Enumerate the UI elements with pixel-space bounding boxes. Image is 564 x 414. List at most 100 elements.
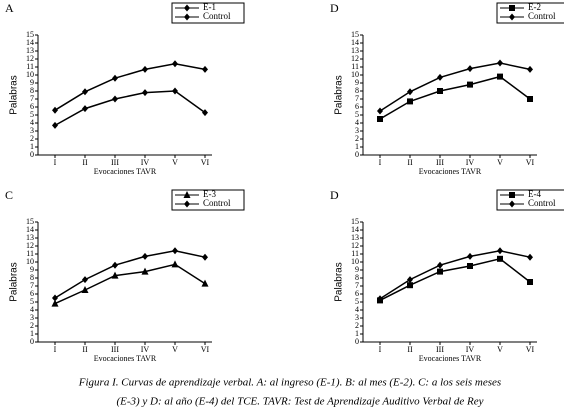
x-tick-label: I	[54, 158, 57, 167]
legend-label: Control	[528, 198, 556, 208]
marker	[112, 74, 118, 82]
x-tick-label: V	[497, 345, 503, 354]
x-tick-label: I	[379, 158, 382, 167]
marker	[112, 261, 118, 269]
y-axis-label: Palabras	[9, 75, 20, 114]
legend-label: Control	[203, 198, 231, 208]
y-tick-label: 1	[355, 142, 359, 151]
marker	[202, 65, 208, 73]
marker	[142, 65, 148, 73]
y-tick-label: 8	[355, 273, 359, 282]
marker	[172, 60, 178, 68]
y-tick-label: 4	[355, 118, 359, 127]
y-tick-label: 12	[351, 54, 359, 63]
marker	[437, 268, 443, 275]
y-tick-label: 3	[30, 313, 34, 322]
marker	[142, 252, 148, 260]
legend-label: E-1	[203, 2, 216, 12]
y-tick-label: 9	[355, 265, 359, 274]
marker	[407, 88, 413, 96]
y-tick-label: 12	[26, 241, 34, 250]
x-tick-label: VI	[201, 158, 210, 167]
y-tick-label: 1	[30, 329, 34, 338]
marker	[527, 65, 533, 73]
marker	[52, 121, 58, 129]
x-tick-label: VI	[526, 345, 535, 354]
marker	[202, 253, 208, 261]
x-tick-label: IV	[141, 158, 150, 167]
y-tick-label: 0	[355, 337, 359, 346]
x-tick-label: IV	[466, 345, 475, 354]
marker	[377, 116, 383, 122]
y-tick-label: 5	[355, 297, 359, 306]
marker	[509, 5, 515, 11]
marker	[467, 263, 473, 269]
x-axis-label: Evocaciones TAVR	[94, 167, 157, 176]
series-line	[379, 250, 531, 300]
marker	[141, 267, 149, 275]
panel-label: A	[5, 1, 14, 15]
marker	[52, 294, 58, 302]
marker	[201, 279, 209, 287]
marker	[497, 73, 503, 80]
y-tick-label: 5	[30, 110, 34, 119]
marker	[509, 200, 515, 208]
legend-label: Control	[203, 11, 231, 21]
x-axis-label: Evocaciones TAVR	[94, 354, 157, 363]
panel-label: D	[330, 188, 339, 202]
y-tick-label: 15	[351, 30, 359, 39]
y-tick-label: 1	[30, 142, 34, 151]
y-tick-label: 7	[30, 281, 34, 290]
y-tick-label: 6	[355, 102, 359, 111]
series-line	[379, 75, 531, 120]
marker	[527, 96, 533, 102]
x-tick-label: VI	[201, 345, 210, 354]
marker	[81, 286, 89, 293]
marker	[51, 299, 59, 307]
marker	[407, 98, 413, 105]
marker	[202, 109, 208, 117]
x-tick-label: II	[407, 158, 413, 167]
legend-label: E-4	[528, 189, 541, 199]
y-tick-label: 2	[30, 321, 34, 330]
marker	[111, 271, 119, 279]
marker	[184, 13, 190, 21]
series-line	[379, 62, 531, 112]
y-tick-label: 11	[26, 249, 34, 258]
y-tick-label: 1	[355, 329, 359, 338]
x-tick-label: IV	[141, 345, 150, 354]
series-line	[54, 63, 206, 111]
y-tick-label: 6	[355, 289, 359, 298]
y-tick-label: 8	[30, 86, 34, 95]
series-line	[379, 257, 531, 302]
marker	[172, 87, 178, 95]
y-tick-label: 14	[351, 38, 359, 47]
marker	[112, 95, 118, 103]
x-tick-label: III	[111, 158, 119, 167]
panel-label: C	[5, 188, 13, 202]
y-tick-label: 13	[351, 233, 359, 242]
marker	[183, 191, 191, 198]
y-tick-label: 8	[355, 86, 359, 95]
y-tick-label: 15	[26, 30, 34, 39]
marker	[467, 252, 473, 260]
marker	[509, 192, 515, 198]
y-axis-label: Palabras	[334, 262, 345, 301]
marker	[437, 73, 443, 81]
y-tick-label: 13	[351, 46, 359, 55]
marker	[467, 65, 473, 73]
x-tick-label: VI	[526, 158, 535, 167]
x-tick-label: I	[379, 345, 382, 354]
y-tick-label: 11	[351, 249, 359, 258]
y-tick-label: 3	[355, 126, 359, 135]
y-tick-label: 15	[351, 217, 359, 226]
y-tick-label: 5	[30, 297, 34, 306]
marker	[184, 4, 190, 12]
y-tick-label: 10	[351, 257, 359, 266]
x-tick-label: IV	[466, 158, 475, 167]
x-tick-label: I	[54, 345, 57, 354]
marker	[407, 276, 413, 284]
y-tick-label: 2	[355, 134, 359, 143]
series-line	[54, 263, 206, 305]
